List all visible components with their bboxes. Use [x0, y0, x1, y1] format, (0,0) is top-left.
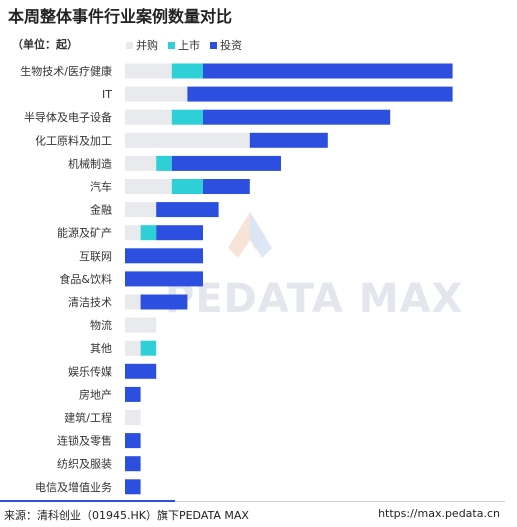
bar-segment-listing	[171, 109, 203, 125]
bar-segment-investment	[140, 294, 188, 310]
source-text: 来源：清科创业（01945.HK）旗下PEDATA MAX	[4, 509, 249, 522]
category-label: 建筑/工程	[64, 411, 112, 425]
category-label: 汽车	[90, 180, 112, 194]
legend-swatch-listing	[168, 41, 175, 49]
bar-segment-investment	[171, 155, 281, 171]
legend-item-merger: 并购	[126, 37, 158, 53]
bar-segment-merger	[125, 155, 157, 171]
bar-segment-listing	[140, 225, 157, 241]
bar-segment-merger	[125, 225, 141, 241]
bar-segment-investment	[203, 109, 391, 125]
legend-label-investment: 投资	[220, 39, 242, 52]
bar-segment-investment	[203, 179, 250, 194]
bar-segment-listing	[171, 179, 203, 194]
bar-segment-merger	[125, 179, 172, 194]
legend-swatch-investment	[210, 41, 217, 49]
bar-segment-listing	[156, 155, 172, 171]
category-label: 金融	[90, 203, 112, 217]
bar-segment-investment	[125, 271, 203, 287]
watermark-logo-right	[250, 212, 272, 258]
bar-segment-merger	[125, 63, 172, 79]
category-labels-layer: 生物技术/医疗健康 IT 半导体及电子设备化工原料及加工机械制造汽车金融能源及矿产互…	[20, 64, 112, 494]
bar-segment-merger	[125, 410, 141, 425]
bar-segment-investment	[125, 479, 141, 495]
bar-segment-merger	[125, 340, 141, 356]
category-label: 能源及矿产	[57, 226, 112, 240]
category-label: 纺织及服装	[57, 457, 112, 471]
bar-segment-merger	[125, 317, 157, 333]
bar-segment-merger	[125, 132, 250, 148]
category-label: 互联网	[79, 250, 112, 263]
watermark: PEDATA MAX	[165, 212, 463, 322]
bar-segment-investment	[156, 225, 203, 241]
legend-item-listing: 上市	[168, 37, 200, 53]
footer-divider-accent	[0, 500, 175, 502]
category-label: 物流	[90, 318, 112, 332]
legend-label-merger: 并购	[136, 39, 158, 52]
category-label: 房地产	[79, 387, 112, 401]
bar-segment-investment	[125, 386, 141, 402]
bar-segment-investment	[125, 248, 203, 264]
category-label: 半导体及电子设备	[24, 110, 112, 124]
category-label: 化工原料及加工	[35, 133, 112, 147]
bar-segment-listing	[171, 63, 203, 79]
category-label: 食品&饮料	[59, 272, 112, 286]
category-label: IT	[102, 88, 112, 101]
category-label: 娱乐传媒	[68, 364, 112, 378]
bar-segment-merger	[125, 109, 172, 125]
category-label: 连锁及零售	[57, 434, 112, 448]
source-url: https://max.pedata.cn	[378, 507, 500, 520]
bar-segment-investment	[156, 202, 219, 218]
stacked-bar-chart: PEDATA MAX 生物技术/医疗健康 IT 半导体及电子设备化工原料及加工机械制…	[20, 63, 463, 495]
bar-segment-investment	[125, 433, 141, 449]
category-label: 电信及增值业务	[35, 480, 112, 494]
bar-segment-investment	[125, 456, 141, 472]
bar-segment-merger	[125, 86, 188, 102]
bar-segment-investment	[203, 63, 453, 79]
bar-segment-investment	[125, 363, 157, 379]
footer-divider	[175, 500, 505, 502]
legend-label-listing: 上市	[178, 39, 200, 52]
bar-segment-merger	[125, 202, 157, 218]
legend-item-investment: 投资	[210, 37, 242, 53]
watermark-text: PEDATA MAX	[165, 276, 463, 322]
bar-segment-investment	[249, 132, 328, 148]
legend: 并购 上市 投资	[126, 37, 242, 53]
category-label: 机械制造	[68, 156, 112, 170]
bar-segment-listing	[140, 340, 157, 356]
bar-segment-merger	[125, 294, 141, 310]
chart-title: 本周整体事件行业案例数量对比	[8, 7, 233, 26]
bars-layer	[125, 63, 453, 495]
category-label: 清洁技术	[68, 296, 112, 309]
category-label: 其他	[90, 342, 112, 355]
category-label: 生物技术/医疗健康	[20, 64, 112, 78]
bar-segment-investment	[187, 86, 453, 102]
legend-swatch-merger	[126, 41, 133, 49]
unit-label: （单位：起）	[12, 38, 78, 51]
